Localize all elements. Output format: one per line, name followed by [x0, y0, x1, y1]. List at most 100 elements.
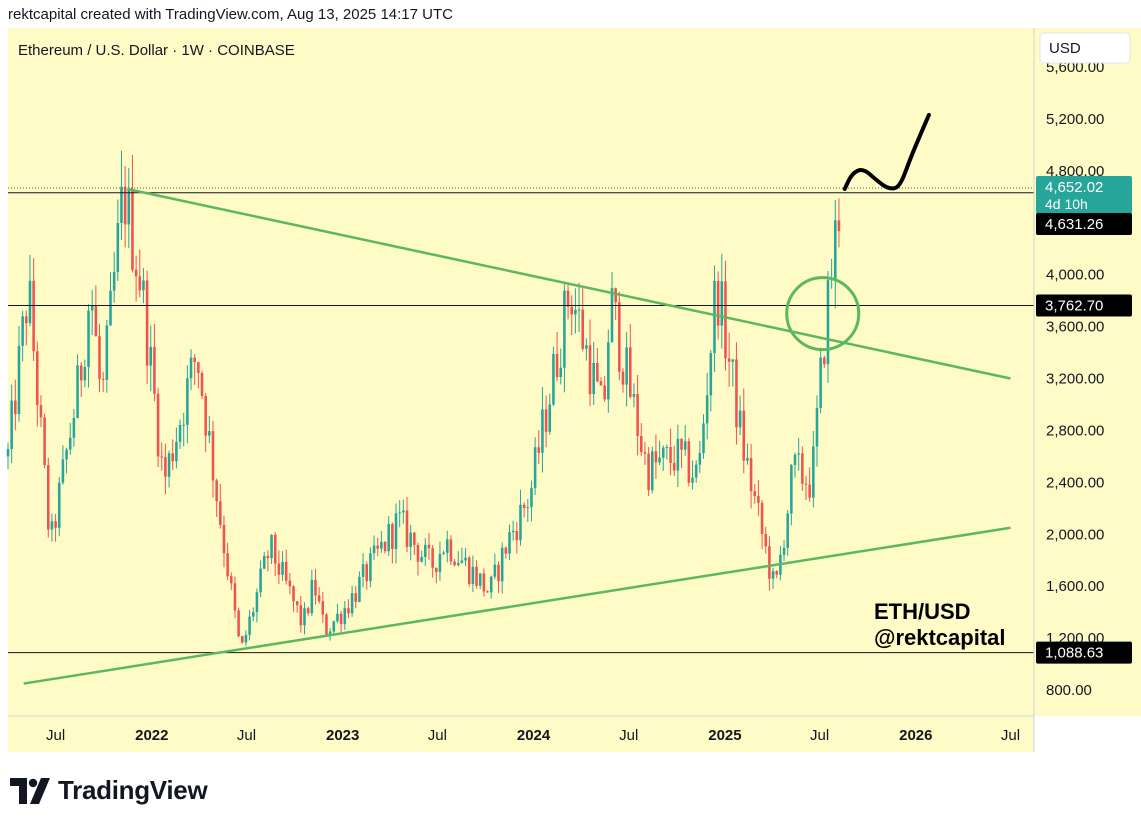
- candle-body: [391, 524, 394, 550]
- candle-body: [519, 504, 522, 541]
- time-tick-label: 2026: [899, 727, 932, 744]
- price-tick-label: 4,800.00: [1046, 163, 1104, 180]
- candle-body: [61, 459, 65, 483]
- candle-body: [240, 636, 244, 643]
- currency-label[interactable]: USD: [1049, 40, 1081, 57]
- candle-body: [749, 458, 753, 492]
- candle-body: [548, 404, 552, 432]
- candle-body: [585, 345, 588, 349]
- candle-body: [354, 593, 358, 602]
- candle-body: [376, 545, 379, 549]
- candle-body: [57, 482, 61, 528]
- candle-body: [522, 504, 526, 509]
- candle-body: [186, 378, 189, 425]
- candle-body: [486, 591, 489, 593]
- tradingview-logo[interactable]: TradingView: [10, 775, 208, 806]
- trendline: [23, 526, 1011, 685]
- candle-body: [533, 447, 537, 488]
- candle-body: [398, 512, 401, 514]
- candle-body: [618, 302, 621, 372]
- candle-body: [193, 357, 196, 363]
- candle-body: [369, 553, 372, 582]
- candle-body: [306, 608, 310, 614]
- candle-body: [149, 346, 153, 366]
- currency-button[interactable]: USD: [1039, 32, 1131, 64]
- candle-body: [731, 359, 735, 362]
- candle-body: [131, 188, 134, 270]
- candle-body: [17, 345, 21, 415]
- trendline: [126, 187, 1011, 380]
- candle-body: [834, 220, 837, 280]
- candle-body: [665, 447, 669, 449]
- candle-body: [310, 579, 314, 614]
- candle-body: [317, 595, 321, 602]
- candle-body: [442, 552, 445, 554]
- candle-body: [716, 280, 720, 326]
- candle-body: [416, 544, 420, 562]
- bar-countdown: 4d 10h: [1045, 196, 1088, 212]
- time-axis[interactable]: Jul 2022 Jul 2023 Jul 2024 Jul 2025 Jul 2026 Jul: [46, 727, 1020, 744]
- price-axis[interactable]: 800.001,200.001,600.002,000.002,400.002,…: [1046, 59, 1104, 699]
- candle-body: [244, 634, 248, 643]
- candle-body: [768, 546, 771, 579]
- candle-body: [424, 544, 427, 557]
- candle-body: [339, 613, 343, 625]
- candle-body: [123, 186, 127, 225]
- candle-body: [705, 395, 709, 424]
- candle-body: [178, 424, 182, 442]
- candle-body: [471, 566, 475, 584]
- candle-body: [661, 447, 665, 458]
- candle-body: [420, 556, 423, 562]
- candle-body: [273, 534, 277, 564]
- candle-body: [478, 573, 482, 586]
- candle-body: [790, 464, 793, 514]
- candle-body: [43, 417, 46, 466]
- candle-body: [742, 410, 746, 461]
- candle-body: [222, 524, 226, 554]
- candle-body: [793, 454, 797, 465]
- candle-body: [259, 568, 262, 593]
- candle-body: [219, 501, 222, 525]
- price-tick-label: 800.00: [1046, 682, 1092, 699]
- candle-body: [79, 365, 83, 381]
- candle-body: [797, 453, 800, 455]
- candle-body: [526, 507, 530, 509]
- candle-body: [757, 496, 760, 503]
- candle-body: [537, 447, 541, 453]
- candle-body: [727, 358, 731, 362]
- level-badge: [1036, 294, 1132, 317]
- candle-body: [632, 394, 636, 397]
- candle-body: [629, 347, 632, 397]
- candle-body: [138, 276, 142, 291]
- candle-body: [559, 367, 563, 378]
- candle-body: [208, 431, 211, 436]
- candle-body: [515, 530, 519, 541]
- price-chart[interactable]: 800.001,200.001,600.002,000.002,400.002,…: [0, 0, 1141, 770]
- time-tick-label: 2022: [135, 727, 168, 744]
- candle-body: [801, 453, 804, 484]
- candle-body: [277, 563, 281, 575]
- candle-body: [39, 405, 43, 418]
- candle-body: [284, 562, 288, 581]
- candle-body: [266, 555, 270, 559]
- candle-body: [654, 451, 658, 463]
- currency-box[interactable]: [1039, 32, 1131, 64]
- candle-body: [116, 223, 120, 273]
- price-tick-label: 1,600.00: [1046, 578, 1104, 595]
- candle-body: [226, 553, 229, 577]
- time-tick-label: Jul: [237, 727, 256, 744]
- candle-body: [383, 541, 387, 552]
- time-tick-label: 2024: [517, 727, 551, 744]
- candle-body: [775, 571, 778, 575]
- level-badge-value: 3,762.70: [1045, 297, 1103, 314]
- candle-body: [610, 288, 614, 343]
- candle-body: [145, 280, 149, 366]
- candle-body: [427, 544, 431, 549]
- candle-body: [445, 539, 449, 553]
- time-tick-label: Jul: [810, 727, 829, 744]
- candle-body: [347, 608, 350, 614]
- symbol-title: Ethereum / U.S. Dollar · 1W · COINBASE: [18, 42, 295, 59]
- candle-body: [394, 513, 398, 550]
- candle-body: [215, 480, 218, 502]
- time-tick-label: Jul: [619, 727, 638, 744]
